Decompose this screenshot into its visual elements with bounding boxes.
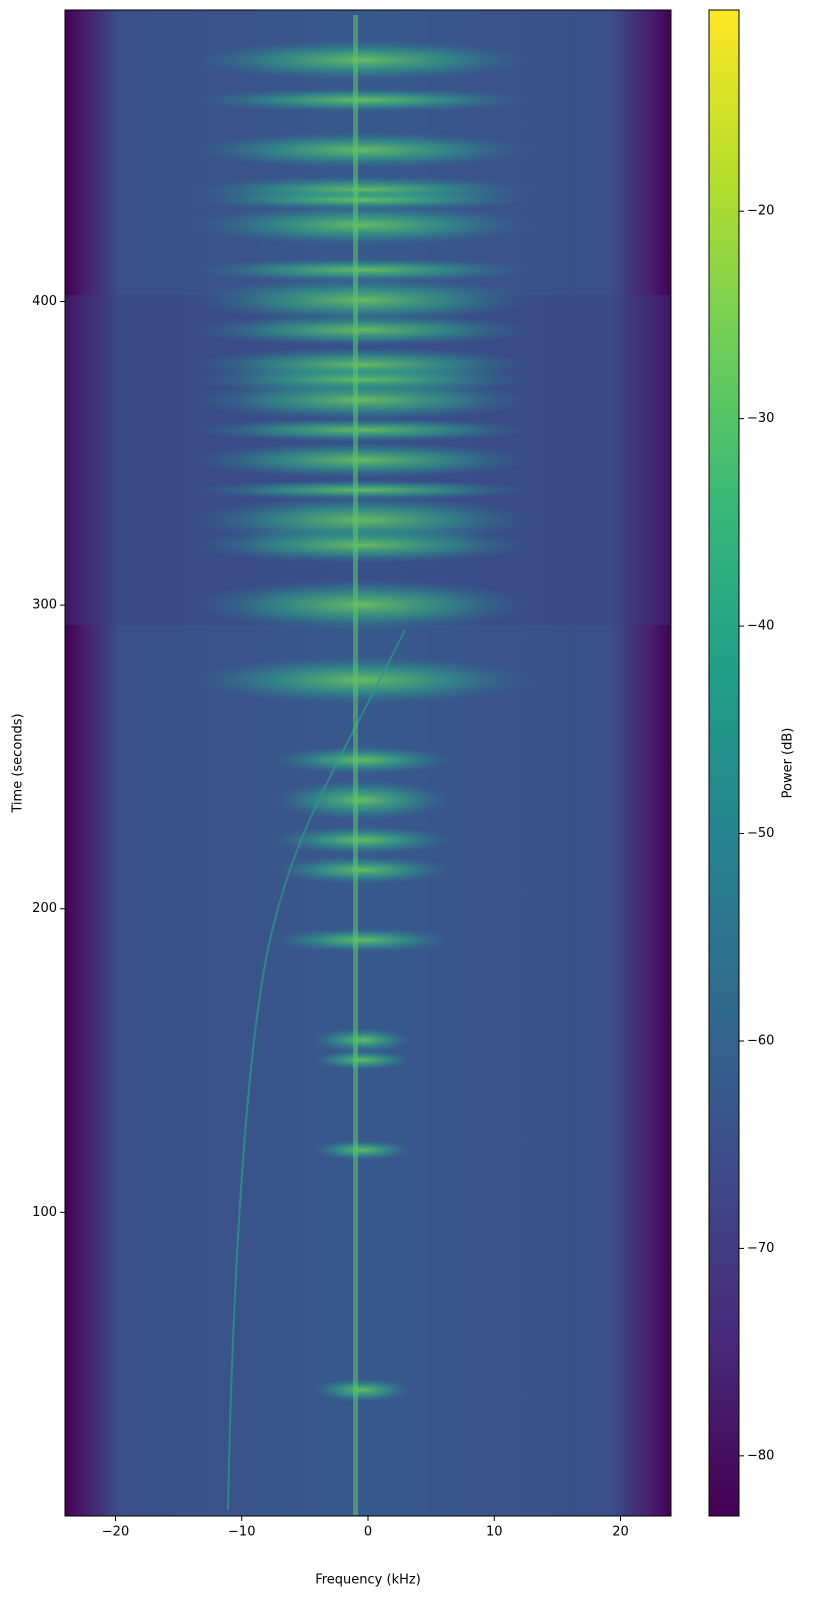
burst <box>272 928 452 952</box>
colorbar-tick-label: −60 <box>747 1033 774 1048</box>
burst <box>192 258 532 282</box>
carrier-line <box>353 15 358 1515</box>
burst <box>272 856 452 884</box>
y-tick-label: 100 <box>32 1205 57 1220</box>
y-axis-label: Time (seconds) <box>11 713 26 813</box>
burst <box>312 1050 412 1070</box>
colorbar-label: Power (dB) <box>781 728 796 799</box>
colorbar-tick-label: −30 <box>747 411 774 426</box>
burst <box>192 190 532 210</box>
colorbar-tick-label: −50 <box>747 826 774 841</box>
chirp-trace <box>227 629 406 1511</box>
spectrogram-image <box>65 10 671 1516</box>
y-tick-label: 400 <box>32 294 57 309</box>
x-tick-label: 10 <box>486 1525 503 1540</box>
burst <box>192 132 532 168</box>
y-tick-label: 200 <box>32 901 57 916</box>
burst <box>312 1028 412 1052</box>
burst <box>192 278 532 322</box>
colorbar-tick-label: −80 <box>747 1448 774 1463</box>
burst <box>312 1378 412 1402</box>
y-tick-label: 300 <box>32 598 57 613</box>
burst <box>312 1140 412 1160</box>
burst <box>272 826 452 854</box>
x-tick-label: 0 <box>364 1525 372 1540</box>
burst <box>192 656 532 704</box>
burst <box>192 380 532 420</box>
burst <box>192 579 532 631</box>
burst <box>192 88 532 112</box>
burst <box>192 527 532 563</box>
burst <box>192 40 532 80</box>
x-tick-label: −10 <box>228 1525 255 1540</box>
burst <box>192 480 532 500</box>
x-tick-label: 20 <box>612 1525 629 1540</box>
burst <box>192 314 532 346</box>
colorbar-tick-label: −40 <box>747 619 774 634</box>
colorbar-tick-label: −70 <box>747 1241 774 1256</box>
burst <box>192 205 532 245</box>
colorbar <box>708 9 740 1517</box>
x-axis-label: Frequency (kHz) <box>315 1573 421 1588</box>
burst <box>192 418 532 442</box>
colorbar-tick-label: −20 <box>747 204 774 219</box>
bursts <box>192 40 532 1402</box>
burst <box>272 746 452 774</box>
x-tick-label: −20 <box>102 1525 129 1540</box>
burst <box>192 442 532 478</box>
burst <box>272 780 452 820</box>
